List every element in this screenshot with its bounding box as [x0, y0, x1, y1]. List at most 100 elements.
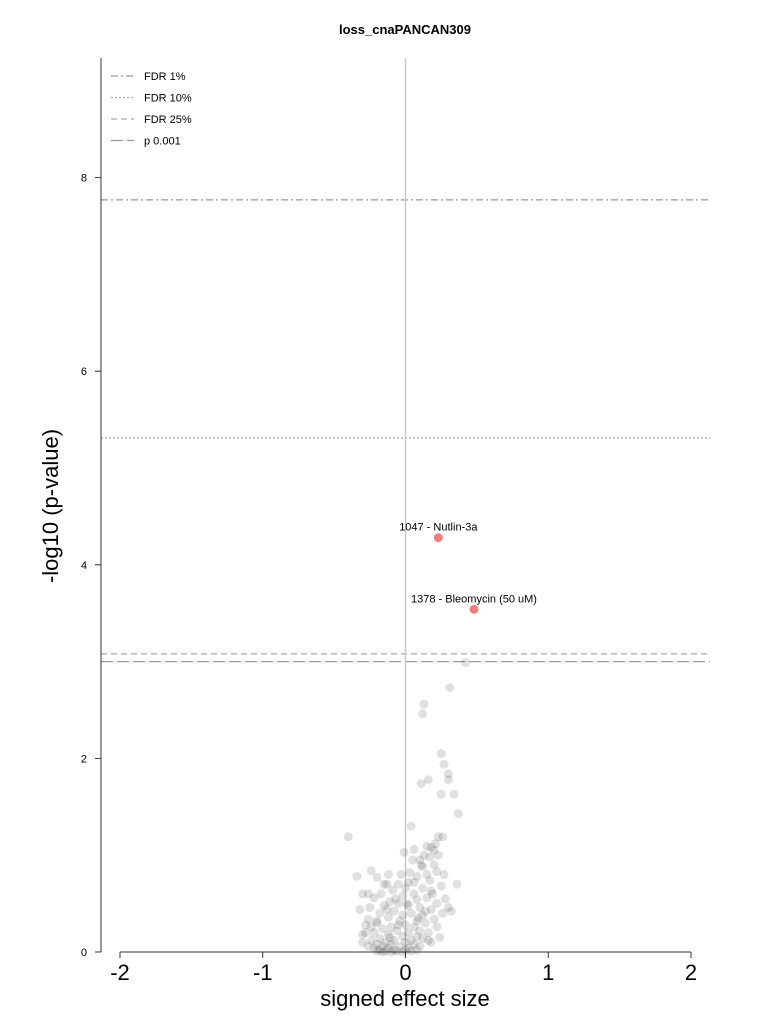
data-point	[406, 821, 416, 831]
data-point	[443, 775, 453, 785]
data-point	[429, 914, 439, 924]
data-point	[429, 845, 439, 855]
data-point	[419, 699, 429, 709]
data-point	[422, 893, 432, 903]
data-point	[419, 850, 429, 860]
y-tick-label: 0	[81, 947, 87, 959]
data-point	[401, 937, 410, 947]
data-point	[416, 860, 426, 870]
data-point	[409, 889, 419, 899]
data-point	[418, 883, 428, 893]
data-point	[409, 877, 419, 887]
x-tick-label: 1	[542, 960, 554, 985]
data-point	[403, 928, 413, 938]
data-point	[412, 871, 422, 881]
data-point	[355, 904, 365, 914]
data-point	[415, 855, 425, 865]
data-point	[432, 867, 442, 877]
data-point	[365, 902, 375, 912]
data-point	[369, 943, 379, 953]
data-point	[426, 886, 436, 896]
data-point	[382, 904, 392, 914]
data-point	[428, 889, 438, 899]
data-point	[363, 941, 373, 951]
data-point	[432, 899, 442, 909]
data-point	[401, 920, 410, 930]
data-point	[396, 870, 406, 880]
data-point	[402, 899, 412, 909]
threshold-lines	[101, 58, 710, 952]
axes: 0 2 4 6 8 -2 -1 0 1 2	[81, 58, 697, 985]
data-point	[363, 889, 373, 899]
legend-entry-3: p 0.001	[144, 136, 181, 148]
data-point	[358, 930, 368, 940]
data-point	[403, 943, 413, 953]
data-point	[403, 901, 413, 911]
data-point	[409, 844, 419, 854]
data-point	[391, 894, 401, 904]
data-point	[401, 883, 410, 893]
data-point	[412, 916, 422, 926]
data-point	[383, 930, 393, 940]
data-point	[376, 889, 386, 899]
data-point	[379, 879, 389, 889]
data-point	[343, 832, 353, 842]
x-tick-label: -2	[110, 960, 130, 985]
highlight-point-1	[469, 604, 479, 614]
data-point	[436, 749, 446, 759]
data-point	[363, 914, 373, 924]
data-point	[436, 789, 446, 799]
legend-entry-2: FDR 25%	[144, 114, 192, 126]
data-point	[416, 779, 426, 789]
legend: FDR 1% FDR 10% FDR 25% p 0.001	[111, 71, 192, 148]
data-point	[438, 908, 448, 918]
data-point	[429, 860, 439, 870]
x-axis-label: signed effect size	[320, 986, 490, 1011]
data-point	[423, 935, 433, 945]
data-point	[440, 894, 450, 904]
x-tick-label: -1	[253, 960, 273, 985]
data-point	[435, 932, 445, 942]
data-point	[408, 855, 418, 865]
data-point	[385, 897, 395, 907]
y-tick-label: 4	[81, 560, 87, 572]
data-point	[405, 868, 415, 878]
legend-entry-1: FDR 10%	[144, 93, 192, 105]
data-point	[375, 908, 385, 918]
data-point	[398, 891, 408, 901]
data-point	[385, 932, 395, 942]
data-point	[415, 926, 425, 936]
data-point	[395, 916, 405, 926]
data-point	[392, 946, 402, 956]
data-point	[381, 946, 391, 956]
data-point	[399, 847, 409, 857]
y-tick-label: 2	[81, 753, 87, 765]
data-point	[389, 935, 399, 945]
data-point	[422, 870, 432, 880]
y-tick-label: 8	[81, 173, 87, 185]
data-point	[409, 922, 419, 932]
data-point	[369, 893, 379, 903]
data-point	[460, 658, 470, 668]
data-point	[418, 709, 428, 719]
data-point	[395, 941, 405, 951]
data-point	[372, 916, 382, 926]
data-point	[372, 946, 382, 956]
data-point	[418, 933, 428, 943]
data-point	[393, 899, 403, 909]
data-point	[366, 922, 376, 932]
data-point	[406, 908, 416, 918]
data-points	[343, 658, 470, 957]
data-point	[436, 881, 446, 891]
data-point	[375, 933, 385, 943]
data-point	[415, 941, 425, 951]
data-point	[426, 937, 436, 947]
data-point	[425, 852, 435, 862]
data-point	[443, 769, 453, 779]
data-point	[443, 902, 453, 912]
data-point	[366, 866, 376, 876]
data-point	[386, 939, 396, 949]
data-point	[388, 885, 398, 895]
data-point	[449, 789, 459, 799]
data-point	[439, 870, 449, 880]
